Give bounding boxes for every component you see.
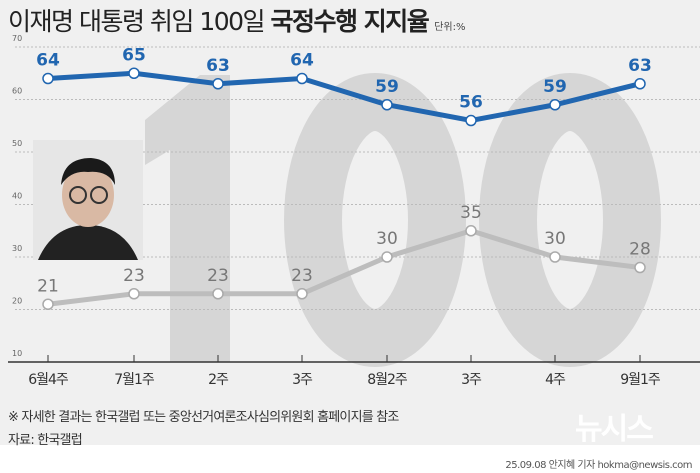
data-label: 28 [629, 240, 651, 260]
background-100-watermark [145, 73, 661, 367]
data-point [296, 288, 308, 300]
data-point [381, 99, 393, 111]
data-label: 59 [543, 77, 567, 97]
data-point [381, 251, 393, 263]
data-point [42, 72, 54, 85]
data-label: 56 [459, 93, 483, 113]
x-tick-label: 6월4주 [28, 372, 69, 388]
data-point [465, 225, 477, 237]
president-portrait [33, 140, 143, 260]
y-tick-label: 20 [12, 297, 22, 306]
data-label: 35 [460, 203, 482, 223]
x-tick-label: 2주 [208, 372, 229, 388]
data-point [296, 72, 308, 85]
x-tick-label: 9월1주 [620, 372, 661, 388]
data-label: 59 [375, 77, 399, 97]
data-label: 64 [290, 51, 314, 71]
data-label: 64 [36, 51, 60, 71]
data-label: 65 [122, 45, 146, 65]
x-tick-label: 8월2주 [367, 372, 408, 388]
newsis-logo: 뉴시스 [575, 412, 654, 447]
x-tick-label: 3주 [292, 372, 313, 388]
y-tick-label: 70 [12, 34, 22, 43]
data-point [465, 114, 477, 127]
data-label: 21 [37, 276, 59, 296]
data-point [212, 78, 224, 90]
data-label: 30 [376, 229, 398, 249]
line-chart: 10 20 30 40 50 60 70 6월4주 7월1주 2주 3주 8월2주 3주 4주 9월1주 64… [8, 34, 700, 388]
data-point [634, 261, 646, 274]
series-line [47, 228, 641, 307]
y-tick-label: 10 [12, 349, 22, 358]
data-label: 63 [628, 56, 652, 76]
x-tick-label: 3주 [461, 372, 482, 388]
y-tick-label: 50 [12, 139, 22, 148]
data-label: 30 [544, 229, 566, 249]
data-label: 23 [291, 266, 313, 286]
infographic: 10 20 30 40 50 60 70 6월4주 7월1주 2주 3주 8월2주 3주 4주 9월1주 64… [0, 0, 700, 448]
y-tick-label: 40 [12, 192, 22, 201]
data-point [634, 78, 646, 90]
data-point [549, 99, 561, 111]
data-point [42, 298, 54, 310]
data-label: 23 [207, 266, 229, 286]
data-point [128, 67, 140, 79]
footnote: ※ 자세한 결과는 한국갤럽 또는 중앙선거여론조사심의위원회 홈페이지를 참조 [8, 410, 399, 425]
title-regular: 이재명 대통령 취임 100일 [8, 7, 271, 36]
data-point [128, 288, 140, 300]
credit: 25.09.08 안지혜 기자 hokma@newsis.com [505, 460, 692, 471]
y-tick-label: 30 [12, 244, 22, 253]
source: 자료: 한국갤럽 [8, 433, 83, 448]
data-point [549, 251, 561, 263]
data-point [212, 288, 224, 300]
x-tick-label: 4주 [545, 372, 566, 388]
y-tick-label: 60 [12, 87, 22, 96]
data-label: 23 [123, 266, 145, 286]
data-label: 63 [206, 56, 230, 76]
title-bold: 국정수행 지지율 [270, 7, 430, 36]
series-line [47, 70, 641, 124]
unit-label: 단위:% [434, 22, 466, 33]
x-tick-label: 7월1주 [114, 372, 155, 388]
